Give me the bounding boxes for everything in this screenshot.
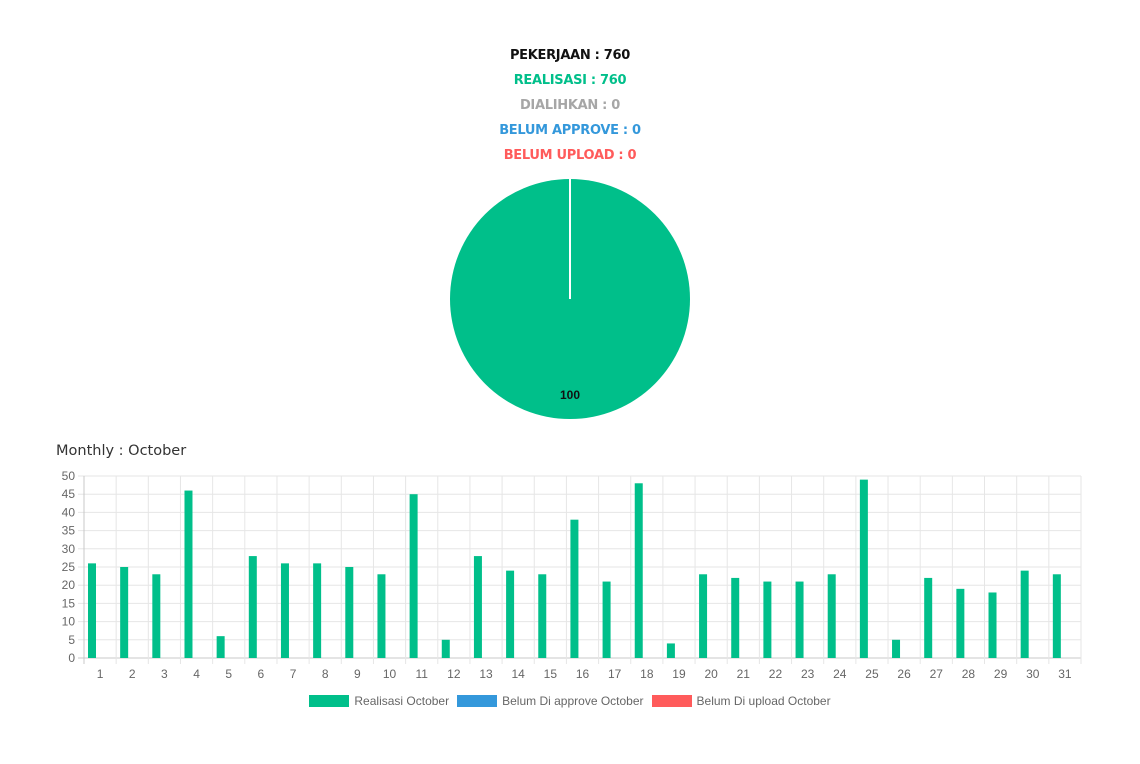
- bar[interactable]: [892, 639, 901, 658]
- x-tick-label: 11: [415, 667, 428, 681]
- bar[interactable]: [988, 592, 997, 658]
- bar[interactable]: [827, 574, 836, 658]
- x-tick-label: 8: [322, 667, 329, 681]
- x-tick-label: 23: [801, 667, 815, 681]
- x-tick-label: 17: [608, 667, 622, 681]
- bar[interactable]: [699, 574, 708, 658]
- x-tick-label: 12: [447, 667, 461, 681]
- stat-belum-approve: BELUM APPROVE : 0: [499, 123, 641, 138]
- x-tick-label: 30: [1026, 667, 1040, 681]
- bar[interactable]: [313, 563, 322, 658]
- bar[interactable]: [570, 519, 579, 658]
- legend-label-belum-upload: Belum Di upload October: [696, 694, 831, 708]
- y-tick-label: 35: [62, 524, 76, 538]
- monthly-title: Monthly : October: [56, 443, 187, 459]
- stat-pekerjaan: PEKERJAAN : 760: [509, 48, 631, 63]
- x-tick-label: 13: [479, 667, 493, 681]
- bar[interactable]: [184, 490, 193, 658]
- bar[interactable]: [120, 567, 129, 658]
- bar[interactable]: [763, 581, 772, 658]
- bar[interactable]: [506, 570, 515, 658]
- x-tick-label: 2: [129, 667, 136, 681]
- x-tick-label: 29: [994, 667, 1008, 681]
- legend-item-belum-upload[interactable]: Belum Di upload October: [651, 694, 831, 708]
- stat-realisasi: REALISASI : 760: [513, 73, 627, 88]
- y-tick-label: 0: [68, 651, 75, 665]
- y-tick-label: 30: [62, 542, 76, 556]
- bar[interactable]: [1020, 570, 1029, 658]
- x-tick-label: 15: [544, 667, 558, 681]
- x-tick-label: 26: [897, 667, 911, 681]
- bar[interactable]: [924, 577, 933, 658]
- y-tick-label: 10: [62, 615, 76, 629]
- legend-item-realisasi[interactable]: Realisasi October: [309, 694, 449, 708]
- bar[interactable]: [377, 574, 386, 658]
- x-tick-label: 7: [290, 667, 297, 681]
- bar[interactable]: [409, 494, 418, 658]
- bar[interactable]: [280, 563, 289, 658]
- y-tick-label: 5: [68, 633, 75, 647]
- bar[interactable]: [216, 636, 225, 658]
- x-tick-label: 14: [511, 667, 525, 681]
- pie-chart: 100: [450, 179, 690, 419]
- y-tick-label: 45: [62, 487, 76, 501]
- bar[interactable]: [666, 643, 675, 658]
- bar[interactable]: [248, 556, 257, 658]
- bar[interactable]: [634, 483, 643, 658]
- legend-label-belum-approve: Belum Di approve October: [502, 694, 644, 708]
- y-tick-label: 15: [62, 596, 76, 610]
- summary-stats: PEKERJAAN : 760 REALISASI : 760 DIALIHKA…: [0, 43, 1140, 168]
- x-tick-label: 4: [193, 667, 200, 681]
- y-tick-label: 20: [62, 578, 76, 592]
- x-tick-label: 10: [383, 667, 397, 681]
- legend-swatch-belum-upload: [651, 695, 692, 707]
- y-tick-label: 40: [62, 505, 76, 519]
- x-tick-label: 20: [704, 667, 718, 681]
- bar[interactable]: [1052, 574, 1061, 658]
- bar[interactable]: [473, 556, 482, 658]
- bar[interactable]: [345, 567, 354, 658]
- chart-legend: Realisasi October Belum Di approve Octob…: [0, 694, 1140, 708]
- x-tick-label: 9: [354, 667, 361, 681]
- x-tick-label: 5: [225, 667, 232, 681]
- x-tick-label: 27: [930, 667, 944, 681]
- pie-data-label: 100: [560, 388, 580, 402]
- y-tick-label: 25: [62, 560, 76, 574]
- stat-belum-upload: BELUM UPLOAD : 0: [503, 148, 637, 163]
- x-tick-label: 21: [737, 667, 751, 681]
- bar[interactable]: [956, 588, 965, 658]
- x-tick-label: 25: [865, 667, 879, 681]
- bar[interactable]: [88, 563, 96, 658]
- bar[interactable]: [152, 574, 161, 658]
- bar[interactable]: [441, 639, 450, 658]
- x-tick-label: 24: [833, 667, 847, 681]
- bar[interactable]: [538, 574, 547, 658]
- x-tick-label: 28: [962, 667, 976, 681]
- x-tick-label: 22: [769, 667, 783, 681]
- legend-swatch-belum-approve: [457, 695, 498, 707]
- bar[interactable]: [602, 581, 611, 658]
- legend-label-realisasi: Realisasi October: [354, 694, 450, 708]
- x-tick-label: 16: [576, 667, 590, 681]
- x-tick-label: 6: [258, 667, 265, 681]
- legend-swatch-realisasi: [309, 695, 350, 707]
- bar[interactable]: [731, 577, 740, 658]
- stat-dialihkan: DIALIHKAN : 0: [519, 98, 621, 113]
- x-tick-label: 1: [97, 667, 104, 681]
- x-tick-label: 31: [1058, 667, 1072, 681]
- bar[interactable]: [859, 479, 868, 658]
- bar[interactable]: [795, 581, 804, 658]
- x-tick-label: 3: [161, 667, 168, 681]
- x-tick-label: 19: [672, 667, 686, 681]
- x-tick-label: 18: [640, 667, 654, 681]
- legend-item-belum-approve[interactable]: Belum Di approve October: [457, 694, 644, 708]
- y-tick-label: 50: [62, 469, 76, 483]
